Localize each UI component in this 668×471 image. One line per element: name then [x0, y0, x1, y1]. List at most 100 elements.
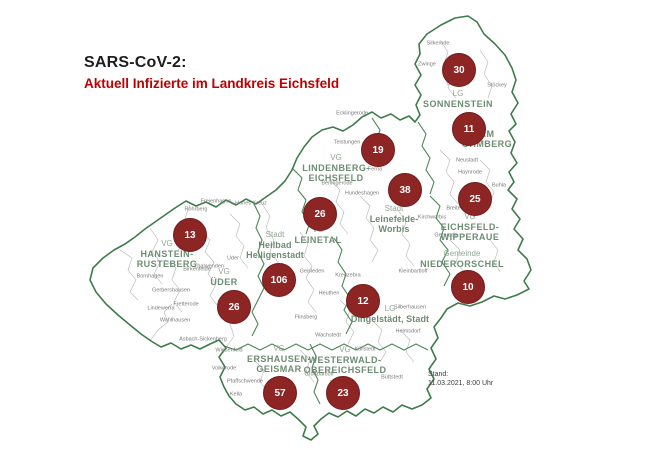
town-label: Freienhagen	[200, 198, 232, 205]
town-label: Haynrode	[458, 169, 482, 176]
town-label: Neustadt	[455, 157, 479, 164]
infection-count-bubble: 57	[263, 376, 297, 410]
region-label-line: Worbis	[378, 223, 410, 234]
region-label: Gemeinde NIEDERORSCHEL	[420, 249, 504, 269]
region-label-line: Heiligenstadt	[246, 249, 304, 260]
region-label-line: Leinefelde-	[369, 213, 419, 224]
town-label: Helmsdorf	[395, 328, 421, 335]
infection-count-value: 19	[372, 144, 384, 156]
region-label: Stadt Heilbad Heiligenstadt	[246, 230, 304, 260]
town-label: Kirchworbis	[417, 214, 447, 221]
region-label-line: ERSHAUSEN-	[246, 353, 312, 364]
infection-count-bubble: 11	[452, 112, 486, 146]
town-label: Stöckey	[487, 82, 507, 89]
region-label-prefix: Stadt	[265, 230, 285, 239]
infection-count-bubble: 106	[262, 263, 296, 297]
region-label-line: WIPPERAUE	[440, 231, 500, 242]
infection-count-value: 106	[270, 274, 288, 286]
infection-count-bubble: 12	[346, 284, 380, 318]
region-label-prefix: VG	[161, 239, 173, 248]
region-label: VG WESTERWALD- OBEREICHSFELD	[303, 345, 387, 375]
infection-count-value: 30	[453, 64, 465, 76]
region-label-line: WESTERWALD-	[308, 354, 382, 365]
infection-count-value: 12	[357, 295, 369, 307]
region-label-line: RUSTEBERG	[136, 258, 198, 269]
town-label: Großbartloff	[304, 371, 334, 378]
town-label: Büttstedt	[381, 374, 403, 381]
infection-count-value: 26	[228, 301, 240, 313]
town-label: Flinsberg	[294, 314, 318, 321]
region-label-line: GEISMAR	[256, 363, 302, 374]
infection-count-value: 13	[184, 229, 196, 241]
town-label: Lindewerra	[147, 305, 175, 312]
town-label: Bornhagen	[136, 273, 164, 280]
town-label: Ecklingerode	[336, 110, 368, 117]
vg-boundaries	[223, 117, 451, 405]
town-label: Birkenfelde	[183, 266, 211, 273]
town-label: Hohes Kreuz	[235, 200, 267, 207]
town-label: Küllstedt	[354, 346, 376, 353]
region-label-prefix: VG	[339, 345, 351, 354]
infection-count-bubble: 13	[173, 218, 207, 252]
town-label: Volkerode	[211, 365, 237, 372]
region-label-line: EICHSFELD-	[440, 221, 500, 232]
region-label-line: ÜDER	[210, 276, 238, 287]
region-label: VG HANSTEIN- RUSTEBERG	[136, 239, 198, 269]
town-label: Gernrode	[434, 232, 458, 239]
town-label: Ferna	[367, 166, 383, 173]
infection-count-bubble: 23	[326, 376, 360, 410]
infection-count-bubble: 10	[451, 270, 485, 304]
subtitle: Aktuell Infizierte im Landkreis Eichsfel…	[84, 76, 340, 91]
region-label-line: OHMBERG	[461, 139, 513, 150]
infection-count-bubble: 30	[442, 53, 476, 87]
infection-count-value: 25	[469, 193, 481, 205]
town-label: Silberhausen	[393, 304, 427, 311]
infection-count-value: 23	[337, 387, 349, 399]
region-label-line: EICHSFELD	[308, 172, 364, 183]
town-label: Hundeshagen	[344, 190, 380, 197]
municipal-boundaries	[119, 39, 501, 407]
region-label: LG SONNENSTEIN	[423, 89, 493, 109]
infection-count-bubble: 25	[458, 182, 492, 216]
town-label: Pfaffschwende	[227, 378, 263, 385]
town-label: Kleinbartloff	[398, 268, 428, 275]
region-label-line: Heilbad	[258, 239, 292, 250]
town-label: Berlingerode	[321, 180, 353, 187]
region-label-line: OBEREICHSFELD	[303, 364, 387, 375]
town-label: Wiesenfeld	[215, 347, 243, 354]
town-label: Silkerode	[426, 40, 450, 47]
region-label-prefix: LG	[452, 89, 464, 98]
region-label-line: AM	[479, 129, 495, 139]
district-outline	[89, 15, 532, 441]
region-label: VG EICHSFELD- WIPPERAUE	[440, 212, 500, 242]
region-label-line: NIEDERORSCHEL	[420, 258, 504, 269]
town-label: Fretterode	[173, 301, 199, 308]
region-label-prefix: VG	[273, 344, 285, 353]
title: SARS-CoV-2:	[84, 54, 187, 71]
infection-count-value: 57	[274, 387, 286, 399]
town-label: Rohrberg	[184, 206, 208, 213]
region-label-prefix: LG	[384, 304, 396, 313]
infection-count-bubble: 38	[388, 173, 422, 207]
town-label: Geisleden	[299, 268, 325, 275]
town-label: Kreuzebra	[335, 272, 361, 279]
infection-count-value: 11	[463, 123, 475, 135]
status-label: Stand:	[428, 371, 449, 378]
status-stamp: Stand: 11.03.2021, 8:00 Uhr	[428, 370, 493, 388]
region-label-prefix: Stadt	[384, 204, 404, 213]
region-label: VG LINDENBERG- EICHSFELD	[302, 153, 370, 183]
region-label-line: HANSTEIN-	[140, 248, 194, 259]
region-label-prefix: VG	[464, 212, 476, 221]
region-label-prefix: Gemeinde	[443, 249, 481, 258]
region-label-line: LINDENBERG-	[302, 162, 370, 173]
status-datetime: 11.03.2021, 8:00 Uhr	[428, 380, 494, 388]
town-label: Wachstedt	[315, 332, 341, 339]
infection-count-bubble: 19	[361, 133, 395, 167]
region-label-line: SONNENSTEIN	[423, 98, 493, 109]
region-label: LG Dingelstädt, Stadt	[351, 304, 429, 324]
region-label-prefix: VG	[218, 267, 230, 276]
town-label: Wahlhausen	[159, 317, 191, 324]
town-label: Thalwenden	[194, 263, 224, 270]
